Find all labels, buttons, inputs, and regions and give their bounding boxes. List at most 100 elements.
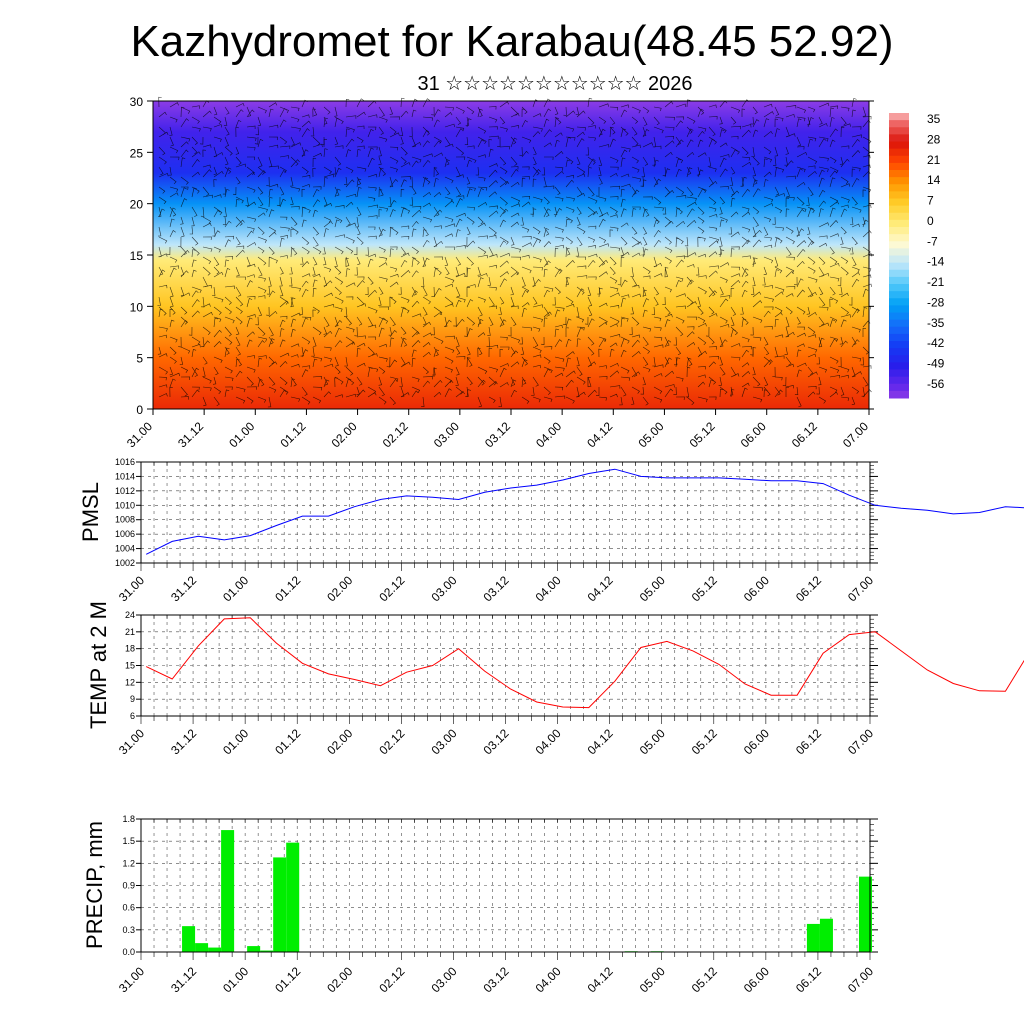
wind-barb: [235, 249, 245, 258]
wind-barb: [257, 106, 267, 114]
wind-barb: [191, 159, 200, 168]
wind-barb: [378, 356, 388, 362]
wind-barb: [455, 296, 466, 303]
wind-barb: [389, 209, 396, 218]
wind-barb: [532, 131, 541, 138]
wind-barb: [697, 366, 706, 370]
wind-barb: [862, 116, 872, 120]
wind-barb: [367, 276, 374, 285]
wind-barb: [378, 317, 386, 328]
wind-barb: [543, 228, 550, 238]
wind-barb: [851, 326, 861, 333]
wind-barb: [587, 376, 592, 388]
wind-barb: [653, 296, 659, 306]
wind-barb: [202, 256, 212, 265]
wind-barb: [345, 366, 354, 376]
wind-barb: [312, 246, 322, 255]
wind-barb: [686, 151, 695, 158]
wind-barb: [631, 284, 640, 289]
wind-barb: [267, 396, 272, 408]
wind-barb: [235, 119, 242, 128]
wind-barb: [696, 166, 701, 176]
wind-barb: [378, 206, 388, 212]
colorbar-band: [889, 291, 909, 299]
wind-barb: [345, 193, 357, 198]
wind-barb: [829, 374, 841, 379]
wind-barb: [609, 185, 621, 190]
wind-barb: [411, 186, 417, 195]
wind-barb: [345, 282, 356, 288]
wind-barb: [499, 208, 509, 218]
wind-barb: [158, 253, 168, 258]
wind-barb: [862, 376, 869, 387]
wind-barb: [378, 262, 388, 268]
wind-barb: [224, 126, 230, 136]
wind-barb: [609, 214, 618, 218]
wind-barb: [598, 156, 603, 167]
wind-barb: [224, 167, 232, 178]
wind-barb: [631, 386, 640, 394]
x-tick-label: 06.00: [741, 964, 772, 995]
wind-barb: [213, 296, 224, 303]
wind-barb: [543, 185, 555, 190]
wind-barb: [620, 149, 628, 158]
wind-barb: [488, 205, 498, 209]
wind-barb: [829, 276, 840, 282]
wind-barb: [862, 216, 866, 225]
wind-barb: [301, 369, 309, 378]
x-tick-label: 03.12: [480, 964, 511, 995]
wind-barb: [642, 128, 650, 138]
wind-barb: [301, 288, 309, 298]
wind-barb: [433, 119, 440, 128]
wind-barb: [862, 204, 872, 209]
wind-barb: [774, 355, 785, 359]
y-tick-label: 1.8: [122, 814, 135, 824]
wind-barb: [344, 176, 348, 185]
wind-barb: [191, 299, 200, 308]
wind-barb: [807, 334, 817, 338]
wind-barb: [675, 305, 686, 310]
wind-barb: [257, 340, 265, 348]
wind-barb: [276, 196, 281, 206]
wind-barb: [279, 216, 288, 221]
chart-title: Kazhydromet for Karabau(48.45 52.92): [130, 17, 894, 66]
wind-barb: [664, 306, 671, 315]
wind-barb: [543, 256, 549, 266]
wind-barb: [631, 371, 641, 378]
wind-barb: [785, 196, 795, 201]
x-tick-label: 07.00: [845, 573, 876, 604]
wind-barb: [213, 317, 218, 328]
wind-barb: [587, 253, 598, 258]
wind-barb: [212, 226, 216, 237]
wind-barb: [862, 266, 872, 272]
wind-barb: [829, 298, 833, 308]
x-tick-label: 31.12: [168, 964, 199, 995]
wind-barb: [521, 177, 526, 188]
wind-barb: [730, 343, 741, 348]
wind-barb: [268, 246, 275, 255]
wind-barb: [411, 376, 420, 383]
wind-barb: [642, 366, 651, 373]
wind-barb: [752, 376, 761, 387]
wind-barb: [367, 366, 379, 373]
wind-barb: [477, 346, 483, 356]
wind-barb: [477, 296, 486, 303]
wind-barb: [411, 300, 420, 308]
wind-barb: [664, 256, 672, 264]
wind-barb: [818, 189, 826, 198]
wind-barb: [587, 361, 597, 368]
wind-barb: [488, 305, 497, 309]
wind-barb: [829, 319, 836, 328]
wind-barb: [180, 270, 189, 278]
wind-barb: [818, 306, 829, 311]
wind-barb: [455, 174, 464, 178]
wind-barb: [510, 361, 520, 368]
wind-barb: [763, 336, 769, 346]
wind-barb: [411, 270, 419, 278]
wind-barb: [664, 267, 669, 278]
wind-barb: [543, 129, 552, 138]
wind-barb: [752, 386, 764, 391]
wind-barb: [213, 170, 224, 178]
wind-barb: [433, 336, 444, 344]
wind-barb: [312, 199, 321, 208]
